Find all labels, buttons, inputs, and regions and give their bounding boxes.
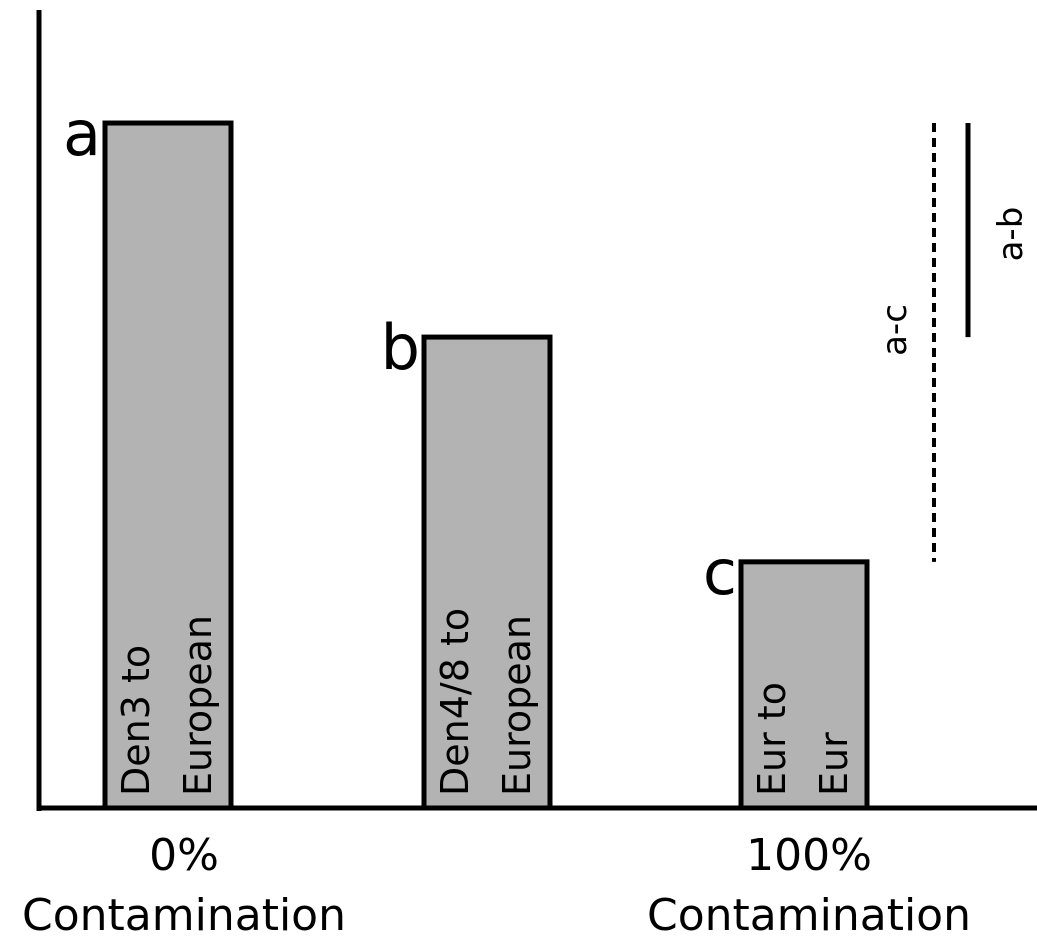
bar-b: [421, 334, 553, 811]
bar-b-label-line2: European: [495, 615, 539, 796]
diff-label-a-c: a-c: [875, 304, 915, 356]
x-label-right-line2: Contamination: [647, 890, 971, 940]
x-label-left-line2: Contamination: [22, 890, 346, 940]
bar-b-label-line1: Den4/8 to: [433, 608, 477, 796]
bar-a: [102, 120, 234, 811]
bar-letter-a: a: [63, 97, 101, 170]
bar-c-label-line1: Eur to: [750, 682, 794, 796]
bar-c: [738, 559, 870, 811]
x-label-left-line1: 0%: [149, 830, 219, 881]
bar-a-label-line2: European: [176, 615, 220, 796]
diff-label-a-b: a-b: [991, 207, 1031, 262]
x-label-right-line1: 100%: [746, 830, 872, 881]
bar-group-a: a Den3 to European: [63, 97, 234, 811]
bar-a-label-line1: Den3 to: [114, 645, 158, 796]
bar-letter-c: c: [703, 536, 737, 609]
bar-group-c: c Eur to Eur: [703, 536, 870, 811]
bar-c-label-line2: Eur: [812, 732, 856, 796]
bar-letter-b: b: [381, 311, 420, 384]
bar-group-b: b Den4/8 to European: [381, 311, 553, 811]
